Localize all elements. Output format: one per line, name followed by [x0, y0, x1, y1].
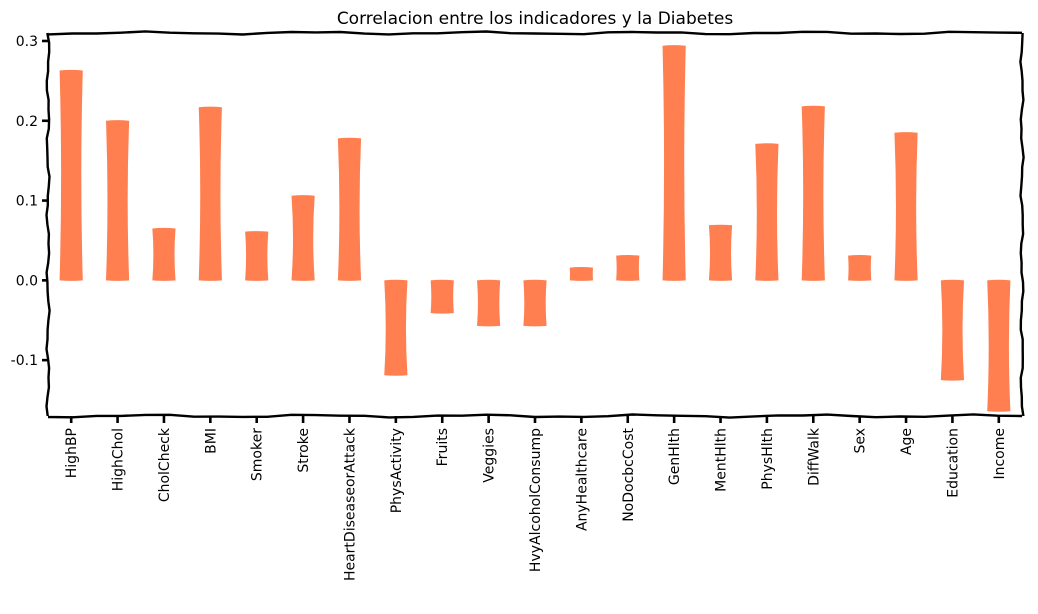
bar-GenHlth: [662, 45, 686, 281]
x-tick-label: PhysHlth: [760, 428, 776, 490]
y-tick-label: 0.3: [16, 34, 38, 50]
x-tick-label: Education: [945, 428, 961, 498]
y-tick-label: -0.1: [11, 353, 38, 369]
x-tick-label: HeartDiseaseorAttack: [342, 427, 358, 581]
x-tick-label: Age: [899, 428, 915, 455]
x-tick-label: Smoker: [250, 428, 266, 481]
y-tick-label: 0.1: [16, 194, 38, 210]
y-tick-label: 0.2: [16, 114, 38, 130]
bar-NoDocbcCost: [616, 255, 640, 281]
x-tick-label: DiffWalk: [806, 427, 822, 486]
bar-PhysActivity: [384, 279, 408, 376]
bar-Veggies: [477, 279, 501, 327]
x-tick-label: HighBP: [64, 428, 80, 478]
x-tick-label: HvyAlcoholConsump: [528, 428, 544, 572]
bar-Education: [940, 279, 965, 381]
x-tick-label: Income: [992, 428, 1008, 480]
bar-CholCheck: [152, 227, 176, 281]
bar-MentHlth: [708, 224, 733, 281]
bar-Fruits: [430, 279, 454, 314]
x-tick-label: PhysActivity: [389, 428, 405, 513]
bar-HeartDiseaseorAttack: [337, 137, 362, 281]
chart-title: Correlacion entre los indicadores y la D…: [337, 9, 734, 29]
x-tick-label: NoDocbcCost: [621, 427, 637, 521]
bar-DiffWalk: [801, 105, 825, 281]
bar-HvyAlcoholConsump: [523, 279, 547, 327]
x-axis: HighBP HighChol CholCheck BMI Smoker Stroke He…: [64, 416, 1008, 581]
bar-Age: [894, 132, 918, 281]
bars-group: [59, 45, 1011, 412]
bar-Stroke: [291, 195, 315, 281]
bar-HighBP: [59, 69, 83, 281]
bar-Sex: [848, 255, 872, 281]
x-tick-label: Stroke: [296, 428, 312, 473]
bar-AnyHealthcare: [569, 266, 593, 281]
y-tick-label: 0.0: [16, 273, 38, 289]
bar-BMI: [198, 106, 222, 281]
bar-HighChol: [105, 120, 130, 281]
x-tick-label: Veggies: [482, 428, 498, 483]
y-axis: -0.1 0.0 0.1 0.2 0.3: [11, 34, 48, 369]
x-tick-label: Fruits: [435, 428, 451, 466]
x-tick-label: MentHlth: [714, 428, 730, 492]
x-tick-label: AnyHealthcare: [574, 428, 590, 531]
bar-Smoker: [245, 231, 269, 281]
x-tick-label: Sex: [853, 428, 869, 454]
x-tick-label: CholCheck: [157, 427, 173, 502]
x-tick-label: GenHlth: [667, 428, 683, 485]
plot-frame: [45, 30, 1025, 419]
bar-Income: [987, 279, 1011, 412]
x-tick-label: HighChol: [111, 428, 127, 491]
x-tick-label: BMI: [203, 428, 219, 454]
bar-PhysHlth: [755, 143, 779, 281]
